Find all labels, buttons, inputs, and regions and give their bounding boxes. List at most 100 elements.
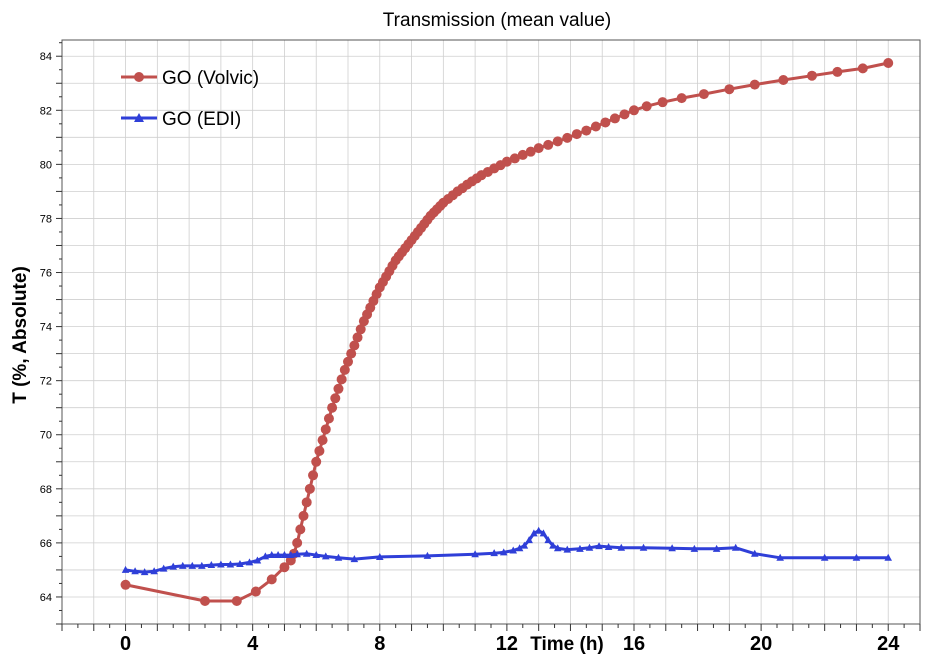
data-point: [517, 149, 528, 160]
data-point: [217, 560, 225, 568]
series-volvic: [120, 57, 894, 607]
data-point: [169, 562, 178, 570]
data-point: [778, 75, 789, 86]
data-point: [690, 544, 699, 552]
data-point: [530, 529, 538, 537]
data-point: [639, 543, 648, 551]
x-axis: 0 4 8 12 16 20 24: [61, 624, 921, 654]
data-point: [525, 536, 533, 544]
y-tick-label: 66: [40, 538, 52, 550]
data-point: [820, 553, 829, 561]
data-point: [509, 546, 518, 554]
y-tick-label: 74: [40, 322, 52, 334]
data-point: [350, 555, 359, 563]
data-point: [207, 561, 216, 569]
data-point: [236, 559, 244, 567]
data-point: [553, 544, 562, 552]
data-point: [349, 340, 360, 351]
data-point: [629, 105, 639, 116]
data-point: [314, 445, 325, 456]
data-point: [188, 561, 197, 569]
data-point: [302, 549, 311, 557]
data-point: [852, 553, 861, 561]
data-point: [563, 545, 572, 553]
data-point: [375, 552, 384, 560]
data-point: [590, 121, 601, 132]
data-point: [346, 348, 357, 359]
data-point: [279, 562, 290, 573]
data-point: [509, 153, 520, 164]
data-point: [534, 526, 543, 534]
data-point: [355, 324, 366, 335]
data-point: [776, 553, 784, 561]
data-point: [352, 332, 363, 343]
series-edi: [121, 526, 893, 576]
y-tick-label: 80: [40, 159, 52, 171]
data-point: [159, 564, 168, 572]
y-tick-label: 68: [40, 484, 52, 496]
data-point: [668, 544, 676, 552]
data-point: [520, 541, 529, 549]
data-point: [749, 79, 760, 90]
data-point: [641, 101, 652, 112]
data-point: [657, 97, 668, 108]
data-point: [292, 537, 303, 548]
data-point: [731, 543, 740, 551]
data-point: [330, 393, 341, 404]
data-point: [423, 551, 432, 559]
y-tick-label: 72: [40, 376, 52, 388]
data-point: [140, 568, 149, 576]
x-tick-label: 20: [750, 633, 772, 654]
data-point: [571, 129, 582, 140]
data-point: [304, 483, 315, 494]
data-point: [321, 552, 330, 560]
data-point: [604, 542, 613, 550]
data-point: [857, 63, 868, 74]
data-point: [883, 57, 894, 68]
data-point: [543, 139, 554, 150]
data-point: [544, 536, 552, 544]
data-point: [261, 552, 270, 560]
y-axis: 64 66 68 70 72 74 76 78 80 82 84: [40, 42, 62, 625]
y-tick-label: 70: [40, 430, 52, 442]
data-point: [267, 551, 276, 559]
legend-label-edi: GO (EDI): [162, 109, 241, 130]
data-point: [539, 529, 548, 537]
y-tick-label: 84: [40, 51, 52, 63]
data-point: [525, 146, 536, 157]
data-point: [323, 413, 334, 424]
data-point: [712, 544, 721, 552]
data-point: [884, 553, 893, 561]
x-tick-label: 0: [120, 633, 131, 654]
x-tick-label: 12: [496, 633, 518, 654]
data-point: [806, 70, 817, 81]
data-point: [724, 84, 735, 95]
data-point: [698, 89, 709, 100]
legend-label-volvic: GO (Volvic): [162, 68, 259, 89]
legend-marker-volvic: [134, 72, 144, 82]
x-tick-label: 16: [623, 633, 645, 654]
data-point: [617, 543, 626, 551]
data-point: [581, 125, 592, 136]
x-axis-label: Time (h): [530, 634, 604, 654]
data-point: [832, 66, 843, 77]
data-point: [253, 556, 262, 564]
data-point: [576, 544, 584, 552]
y-axis-label: T (%, Absolute): [10, 266, 31, 404]
data-point: [501, 156, 512, 167]
legend-item-volvic[interactable]: GO (Volvic): [121, 68, 259, 89]
series: [120, 57, 894, 607]
data-point: [301, 497, 312, 508]
y-tick-label: 76: [40, 268, 52, 280]
x-tick-label: 4: [247, 633, 259, 654]
data-point: [619, 109, 630, 120]
data-point: [293, 550, 301, 558]
data-point: [178, 561, 187, 569]
x-tick-label: 24: [877, 633, 900, 654]
data-point: [609, 113, 620, 124]
data-point: [549, 541, 557, 549]
legend-item-edi[interactable]: GO (EDI): [121, 109, 241, 130]
data-point: [274, 551, 282, 559]
data-point: [250, 586, 261, 597]
data-point: [336, 374, 347, 385]
